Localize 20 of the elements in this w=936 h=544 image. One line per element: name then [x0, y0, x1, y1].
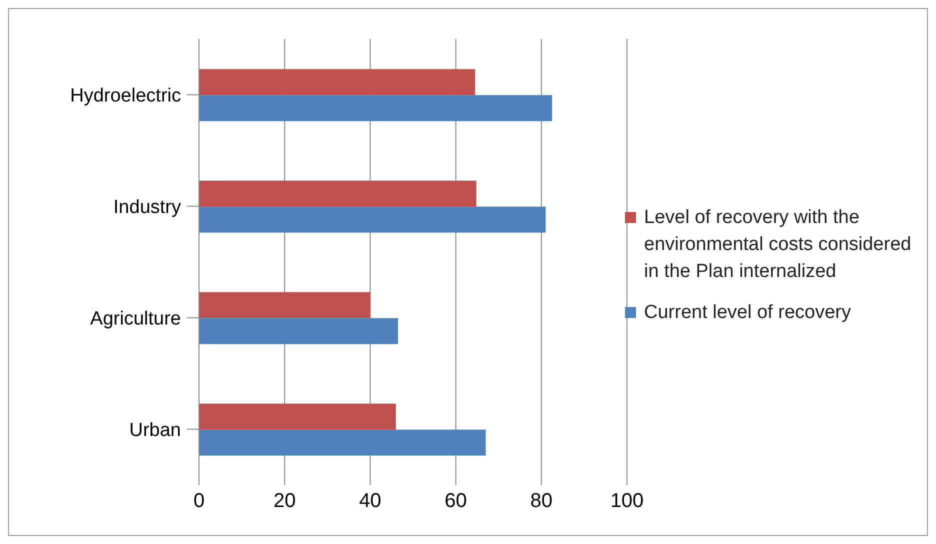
y-tick-label: Urban	[129, 420, 181, 441]
x-tick-label: 20	[273, 490, 296, 512]
bar	[199, 69, 476, 96]
bar	[199, 404, 396, 430]
y-tick-label: Industry	[113, 196, 182, 218]
x-tick-label: 40	[359, 490, 382, 512]
x-tick-label: 0	[193, 490, 205, 512]
x-tick-label: 60	[444, 490, 467, 512]
bar	[199, 292, 370, 318]
legend-label: Current level of recovery	[644, 301, 851, 325]
bar	[199, 95, 552, 122]
y-tick-label: Hydroelectric	[70, 85, 181, 106]
bar	[199, 430, 486, 456]
bar	[199, 318, 398, 344]
x-tick-label: 100	[610, 490, 644, 512]
legend-label: Level of recovery with the environmental costs considered in the Plan internalized	[644, 206, 912, 284]
y-tick-label: Agriculture	[90, 308, 181, 330]
bar	[199, 180, 476, 207]
bar	[199, 206, 546, 233]
x-tick-label: 80	[530, 490, 553, 512]
